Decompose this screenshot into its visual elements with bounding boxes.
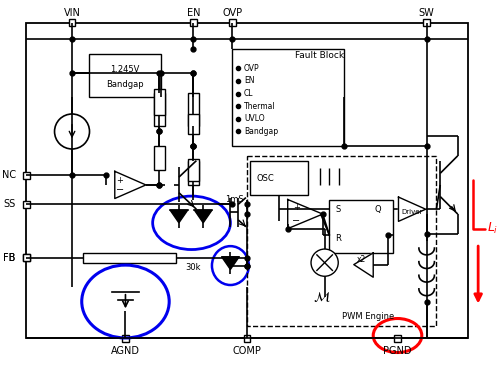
Text: FB: FB bbox=[4, 253, 16, 263]
Text: Thermal: Thermal bbox=[244, 102, 276, 111]
Bar bbox=[83, 253, 176, 263]
Polygon shape bbox=[115, 171, 146, 199]
Text: EN: EN bbox=[186, 8, 200, 18]
Text: EN: EN bbox=[244, 77, 254, 85]
Text: OVP: OVP bbox=[222, 8, 242, 18]
Bar bbox=[247, 156, 436, 326]
Text: Driver: Driver bbox=[402, 209, 423, 215]
Text: −: − bbox=[116, 185, 124, 195]
Polygon shape bbox=[354, 253, 373, 277]
Text: $\mathcal{M}$: $\mathcal{M}$ bbox=[313, 290, 330, 304]
Bar bbox=[26, 23, 468, 338]
Bar bbox=[23, 254, 30, 261]
Text: COMP: COMP bbox=[232, 346, 262, 356]
Bar bbox=[229, 19, 235, 26]
Polygon shape bbox=[288, 200, 322, 228]
Text: VIN: VIN bbox=[64, 8, 80, 18]
Bar bbox=[154, 89, 165, 115]
Text: UVLO: UVLO bbox=[244, 114, 264, 123]
Bar bbox=[394, 335, 401, 342]
Bar bbox=[122, 335, 129, 342]
Bar bbox=[232, 49, 344, 146]
Text: Q: Q bbox=[375, 205, 382, 214]
Text: PWM Engine: PWM Engine bbox=[342, 312, 394, 321]
Text: SW: SW bbox=[419, 8, 434, 18]
Text: PGND: PGND bbox=[384, 346, 412, 356]
Text: CL: CL bbox=[244, 89, 254, 98]
Circle shape bbox=[311, 249, 338, 276]
Polygon shape bbox=[170, 210, 188, 223]
Text: −: − bbox=[292, 216, 300, 226]
Bar bbox=[188, 93, 199, 126]
Text: x2: x2 bbox=[357, 255, 366, 264]
Text: OVP: OVP bbox=[244, 64, 260, 73]
Bar bbox=[23, 201, 30, 208]
Polygon shape bbox=[194, 210, 212, 223]
Bar bbox=[88, 54, 162, 97]
Text: Bandgap: Bandgap bbox=[106, 80, 144, 89]
Bar bbox=[154, 93, 165, 126]
Polygon shape bbox=[398, 197, 425, 221]
Text: 1.245V: 1.245V bbox=[110, 65, 139, 74]
Polygon shape bbox=[222, 257, 239, 269]
Bar bbox=[23, 172, 30, 178]
Text: AGND: AGND bbox=[111, 346, 140, 356]
Text: OSC: OSC bbox=[256, 174, 274, 182]
Text: FB: FB bbox=[4, 253, 16, 263]
Text: NC: NC bbox=[2, 170, 16, 180]
Text: +: + bbox=[293, 203, 300, 212]
Bar bbox=[68, 19, 75, 26]
Text: $L_i$: $L_i$ bbox=[487, 221, 498, 236]
Bar bbox=[424, 19, 430, 26]
Bar bbox=[330, 200, 392, 253]
Text: Bandgap: Bandgap bbox=[244, 127, 278, 136]
Text: SS: SS bbox=[4, 199, 16, 210]
Bar bbox=[188, 161, 199, 185]
Text: R: R bbox=[336, 234, 341, 243]
Bar bbox=[23, 254, 30, 261]
Bar bbox=[250, 161, 308, 195]
Text: Fault Block: Fault Block bbox=[296, 51, 344, 60]
Circle shape bbox=[54, 114, 90, 149]
Bar bbox=[188, 114, 199, 134]
Text: 30k: 30k bbox=[186, 263, 201, 272]
Bar bbox=[190, 19, 197, 26]
Text: +: + bbox=[116, 176, 123, 185]
Bar bbox=[244, 335, 250, 342]
Bar bbox=[188, 160, 199, 181]
Text: S: S bbox=[336, 205, 340, 214]
Text: 1mS: 1mS bbox=[226, 195, 244, 204]
Bar bbox=[154, 146, 165, 170]
